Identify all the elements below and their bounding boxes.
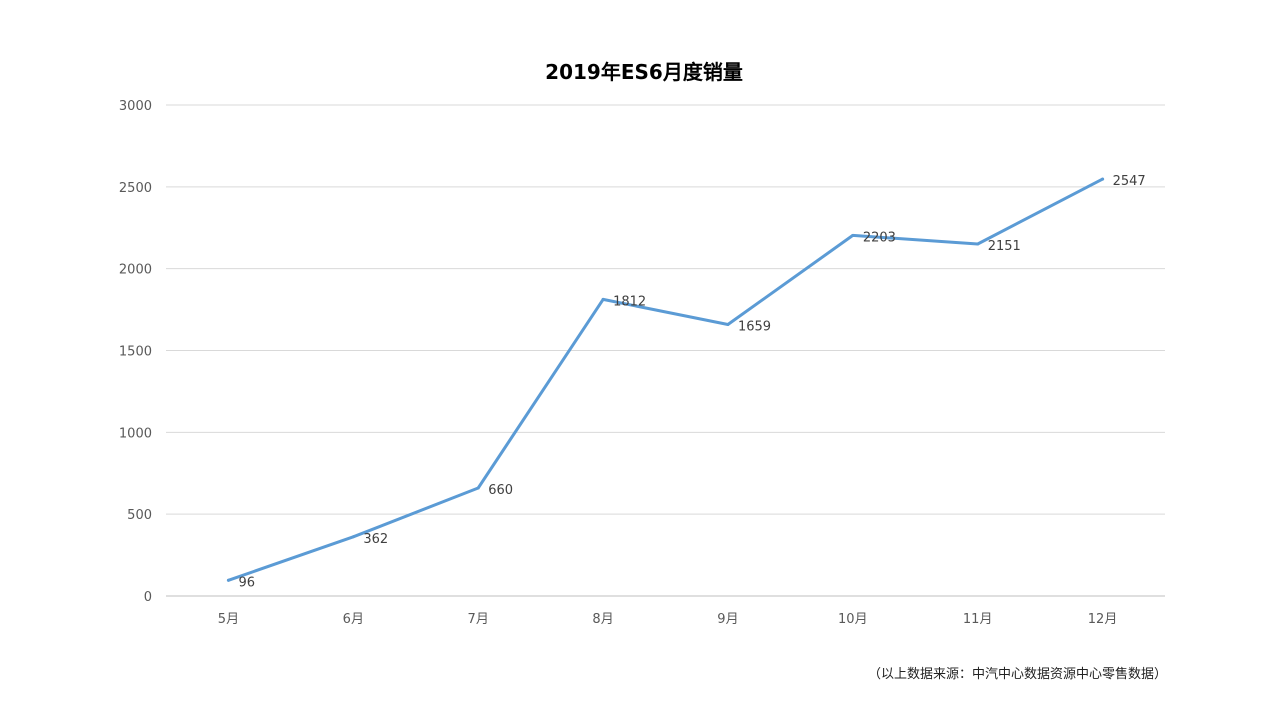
data-label: 2547 [1113,174,1146,189]
data-label: 96 [238,575,255,590]
y-tick-label: 1000 [119,426,152,441]
data-point [601,297,605,301]
y-tick-label: 0 [144,590,152,605]
y-axis-tick-labels: 0 500 1000 1500 2000 2500 3000 [119,99,152,605]
data-label: 660 [488,483,513,498]
y-tick-label: 500 [127,508,152,523]
data-point [976,242,980,246]
y-tick-label: 3000 [119,99,152,114]
x-tick-label: 12月 [1088,612,1118,627]
data-label: 1659 [738,319,771,334]
data-label: 2151 [988,239,1021,254]
y-tick-label: 1500 [119,345,152,360]
x-axis-tick-labels: 5月 6月 7月 8月 9月 10月 11月 12月 [218,612,1118,627]
x-tick-label: 10月 [838,612,868,627]
chart-title: 2019年ES6月度销量 [545,60,743,84]
data-point [851,233,855,237]
gridlines [166,104,1165,597]
x-tick-label: 8月 [592,612,613,627]
series-lines [226,177,1105,582]
x-tick-label: 7月 [468,612,489,627]
y-tick-label: 2500 [119,181,152,196]
data-point [226,578,230,582]
series-line [226,177,1105,582]
data-label: 362 [363,532,388,547]
data-point [726,322,730,326]
x-tick-label: 5月 [218,612,239,627]
x-tick-label: 11月 [963,612,993,627]
data-point [351,535,355,539]
x-tick-label: 9月 [717,612,738,627]
y-tick-label: 2000 [119,263,152,278]
data-label: 2203 [863,230,896,245]
data-point [476,486,480,490]
data-labels: 96 362 660 1812 1659 2203 2151 2547 [238,174,1145,590]
data-label: 1812 [613,294,646,309]
x-tick-label: 6月 [343,612,364,627]
data-point [1101,177,1105,181]
source-note: （以上数据来源：中汽中心数据资源中心零售数据） [867,667,1167,682]
